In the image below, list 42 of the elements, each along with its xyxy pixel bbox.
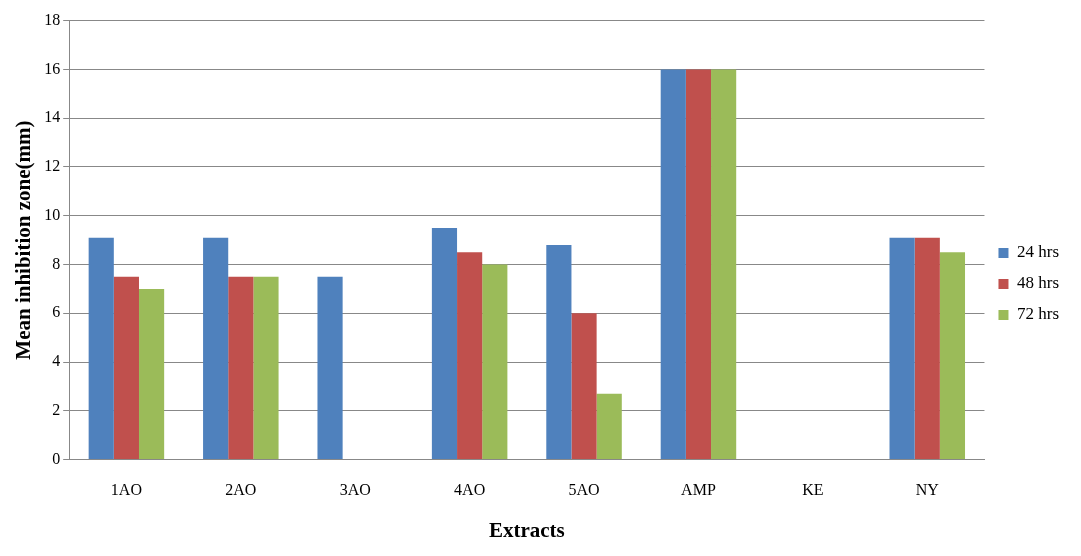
bar — [546, 244, 572, 460]
x-tick-label: 2AO — [225, 481, 257, 499]
bar — [889, 237, 915, 460]
legend-label: 24 hrs — [1016, 242, 1059, 262]
bar — [228, 276, 254, 460]
bar — [138, 288, 165, 460]
bar — [571, 313, 597, 460]
y-tick-label: 16 — [44, 59, 61, 77]
bar — [482, 264, 508, 460]
bar — [457, 252, 483, 460]
y-tick-label: 18 — [44, 10, 61, 28]
bar — [660, 69, 686, 460]
x-axis-title: Extracts — [488, 517, 565, 542]
y-tick-label: 14 — [44, 108, 61, 126]
y-tick-label: 0 — [52, 449, 61, 467]
y-tick-label: 12 — [44, 157, 61, 175]
legend-label: 72 hrs — [1016, 304, 1059, 324]
bar — [203, 237, 229, 460]
x-tick-label: KE — [802, 481, 824, 499]
bar — [685, 69, 712, 460]
bar — [113, 276, 139, 460]
bar — [596, 393, 622, 460]
bar — [939, 252, 966, 460]
x-tick-label: 4AO — [454, 481, 486, 499]
y-tick-label: 4 — [52, 352, 61, 370]
x-tick-label: 1AO — [110, 481, 142, 499]
bar — [431, 227, 458, 460]
x-tick-label: 3AO — [339, 481, 371, 499]
y-tick-label: 2 — [52, 401, 61, 419]
legend-label: 48 hrs — [1016, 273, 1059, 293]
x-tick-label: 5AO — [568, 481, 600, 499]
bar — [914, 237, 940, 460]
bar — [253, 276, 279, 460]
bar — [317, 276, 343, 460]
bar — [88, 237, 114, 460]
x-tick-label: AMP — [681, 481, 716, 499]
y-tick-label: 10 — [44, 205, 61, 223]
y-tick-label: 6 — [52, 303, 61, 321]
x-tick-label: NY — [915, 481, 940, 499]
y-axis-title: Mean inhibition zone(mm) — [11, 120, 36, 360]
bar — [711, 69, 737, 460]
y-tick-label: 8 — [52, 254, 61, 272]
